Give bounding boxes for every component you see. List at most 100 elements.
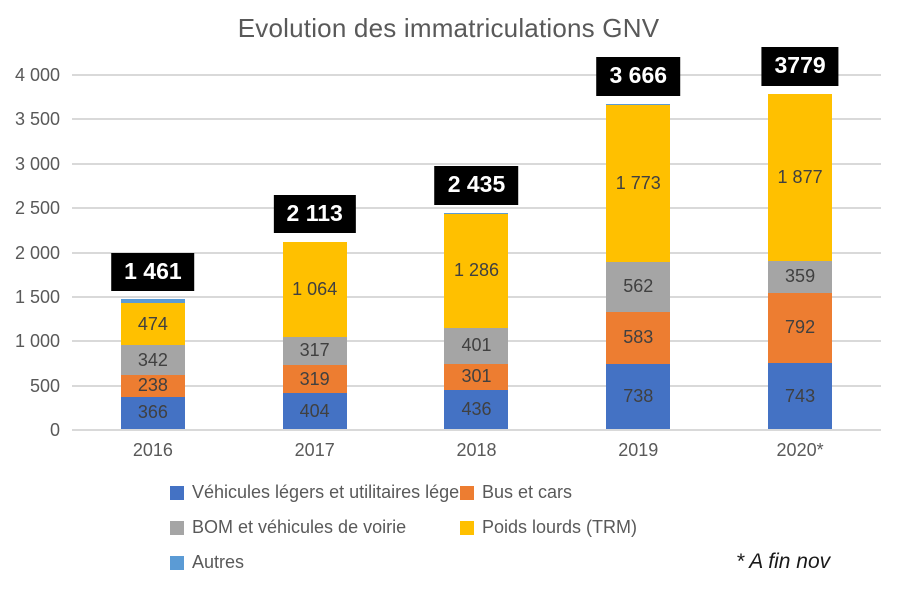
y-tick-label: 1 500: [14, 286, 60, 307]
bar-segment: 738: [606, 363, 671, 429]
bar-segment: 583: [606, 311, 671, 364]
bar-segment: [606, 103, 671, 105]
y-tick-label: 2 000: [14, 242, 60, 263]
bar-2016: 366 238 342 474: [120, 299, 185, 429]
segment-value-label: 1 064: [292, 279, 338, 300]
bar-slot-2017: 404 319 317 1 064 2 113: [234, 75, 396, 430]
legend-item: Bus et cars: [460, 482, 637, 503]
bar-segment: 342: [120, 345, 185, 376]
bar-segment: 1 877: [768, 94, 833, 261]
bar-segment: [444, 212, 509, 214]
x-tick-label: 2019: [618, 440, 659, 460]
segment-value-label: 404: [299, 400, 330, 421]
legend-item: BOM et véhicules de voirie: [170, 517, 460, 538]
segment-value-label: 301: [461, 366, 492, 387]
bar-segment: [282, 241, 347, 243]
x-tick-label: 2017: [294, 440, 335, 460]
segment-value-label: 474: [137, 313, 168, 334]
bar-segment: 1 286: [444, 213, 509, 329]
bar-segment: [768, 93, 833, 95]
bar-slot-2020*: 743 792 359 1 877 3779: [719, 47, 881, 430]
footnote: * A fin nov: [736, 550, 831, 573]
total-label: 2 113: [273, 194, 356, 234]
legend-swatch: [170, 520, 184, 535]
legend-item: Véhicules légers et utilitaires légers: [170, 482, 474, 503]
y-tick-label: 2 500: [14, 198, 60, 219]
legend-label: Autres: [192, 552, 245, 572]
bar-segment: 792: [768, 292, 833, 364]
bar-segment: 366: [120, 396, 185, 429]
legend-swatch: [460, 485, 474, 500]
segment-value-label: 743: [785, 385, 816, 406]
bar-2017: 404 319 317 1 064: [282, 241, 347, 429]
bar-segment: 301: [444, 363, 509, 391]
segment-value-label: 1 773: [615, 172, 661, 193]
segment-value-label: 792: [785, 317, 816, 338]
total-label: 3 666: [596, 57, 681, 96]
gridline: [72, 207, 881, 210]
bar-segment: 401: [444, 328, 509, 364]
bar-2018: 436 301 401 1 286: [444, 212, 509, 429]
legend-label: BOM et véhicules de voirie: [192, 517, 407, 537]
segment-value-label: 583: [623, 327, 654, 348]
x-axis: 2016 2017 2018 2019 2020*: [72, 440, 881, 466]
legend-swatch: [170, 485, 184, 500]
plot-area: 366 238 342 474 1 461 404 319 317 1 064 2 113 436 3…: [72, 47, 881, 431]
total-label: 1 461: [111, 252, 195, 292]
bar-segment: 474: [120, 303, 185, 346]
segment-value-label: 319: [299, 368, 330, 389]
segment-value-label: 359: [785, 266, 816, 287]
gridline: [72, 429, 881, 431]
y-tick-label: 3 000: [14, 153, 60, 174]
segment-value-label: 366: [137, 402, 168, 423]
y-tick-label: 500: [29, 375, 60, 396]
total-label: 2 435: [434, 166, 519, 205]
bar-segment: 317: [282, 336, 347, 365]
y-tick-label: 0: [49, 420, 60, 440]
bar-segment: 743: [768, 363, 833, 429]
segment-value-label: 1 286: [453, 260, 499, 281]
bar-slot-2016: 366 238 342 474 1 461: [72, 75, 234, 430]
y-tick-label: 4 000: [14, 65, 60, 85]
bar-segment: [120, 299, 185, 304]
total-label: 3779: [761, 47, 839, 86]
x-tick-label: 2020*: [776, 440, 824, 460]
gridline: [72, 118, 881, 121]
bar-segment: 319: [282, 364, 347, 394]
segment-value-label: 436: [461, 399, 492, 420]
x-tick-label: 2016: [132, 440, 173, 460]
segment-value-label: 238: [137, 375, 168, 396]
y-tick-label: 3 500: [14, 109, 60, 130]
y-axis: 0 500 1 000 1 500 2 000 2 500 3 000 3 500 4 000: [0, 65, 60, 440]
legend-item: Autres: [170, 552, 460, 573]
x-tick-label: 2018: [456, 440, 497, 460]
segment-value-label: 738: [623, 385, 654, 406]
bar-segment: 404: [282, 393, 347, 429]
chart-title: Evolution des immatriculations GNV: [237, 13, 660, 43]
bar-2019: 738 583 562 1 773: [606, 103, 671, 429]
bar-segment: 562: [606, 261, 671, 312]
bar-2020*: 743 792 359 1 877: [768, 93, 833, 429]
bar-segment: 436: [444, 390, 509, 429]
legend-swatch: [170, 555, 184, 570]
bar-segment: 1 064: [282, 242, 347, 337]
segment-value-label: 342: [137, 349, 168, 370]
segment-value-label: 401: [461, 335, 492, 356]
bar-segment: 238: [120, 375, 185, 397]
bar-segment: 1 773: [606, 104, 671, 262]
legend-swatch: [460, 520, 474, 535]
segment-value-label: 317: [299, 340, 330, 361]
legend-label: Véhicules légers et utilitaires légers: [192, 482, 475, 502]
gridline: [72, 74, 881, 76]
legend-item: Poids lourds (TRM): [460, 517, 637, 538]
bar-segment: 359: [768, 260, 833, 293]
legend: Véhicules légers et utilitaires légers Bu…: [170, 482, 637, 573]
segment-value-label: 562: [623, 276, 654, 297]
y-tick-label: 1 000: [14, 331, 60, 352]
gridline: [72, 162, 881, 165]
bar-slot-2018: 436 301 401 1 286 2 435: [396, 75, 558, 430]
legend-label: Bus et cars: [482, 482, 573, 502]
segment-value-label: 1 877: [777, 167, 823, 188]
bar-slot-2019: 738 583 562 1 773 3 666: [557, 57, 719, 430]
